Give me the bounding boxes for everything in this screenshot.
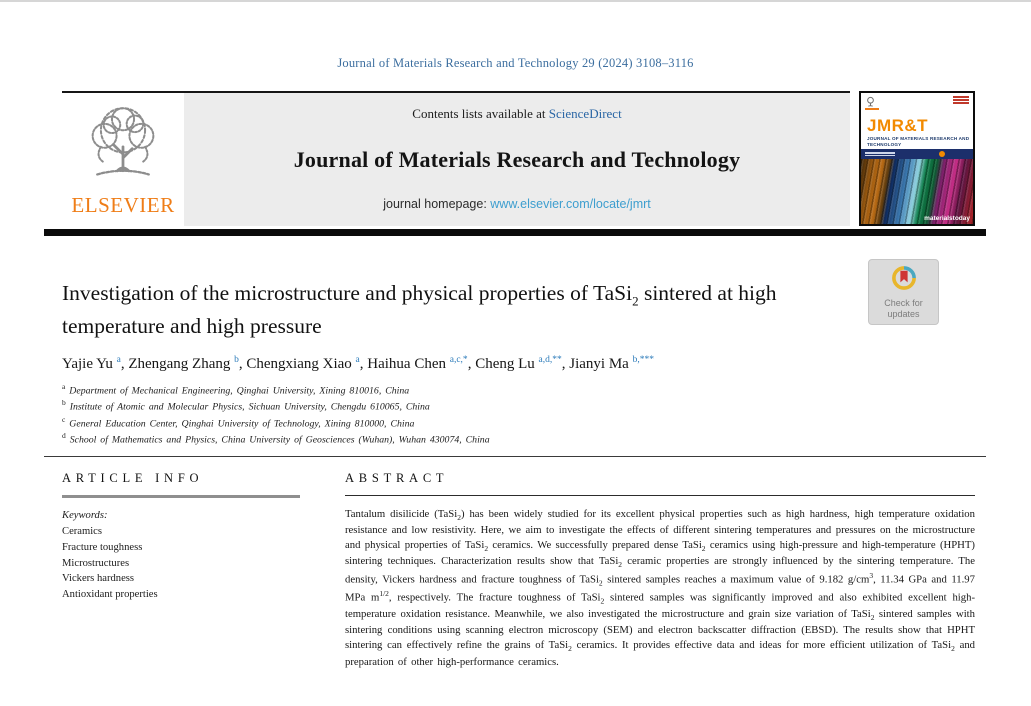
affiliations: a Department of Mechanical Engineering, … bbox=[62, 382, 975, 448]
cover-micrograph-image: materialstoday bbox=[861, 159, 973, 224]
journal-banner-title: Journal of Materials Research and Techno… bbox=[293, 146, 741, 172]
crossmark-label: Check for updates bbox=[884, 298, 923, 319]
journal-banner: ELSEVIER Contents lists available at Sci… bbox=[62, 91, 850, 226]
article-info-column: ARTICLE INFO Keywords: Ceramics Fracture … bbox=[62, 471, 300, 669]
homepage-link[interactable]: www.elsevier.com/locate/jmrt bbox=[490, 197, 651, 211]
cover-issue-info-text bbox=[953, 96, 969, 105]
sciencedirect-link[interactable]: ScienceDirect bbox=[548, 106, 622, 121]
contents-prefix: Contents lists available at bbox=[412, 106, 549, 121]
keywords-list: Ceramics Fracture toughness Microstructure… bbox=[62, 524, 300, 603]
abstract-rule bbox=[345, 494, 975, 496]
cover-mini-elsevier-tree-icon bbox=[865, 95, 876, 113]
affiliation-item: d School of Mathematics and Physics, Chi… bbox=[62, 431, 490, 446]
affiliation-item: b Institute of Atomic and Molecular Phys… bbox=[62, 398, 430, 413]
abstract-column: ABSTRACT Tantalum disilicide (TaSi2) has… bbox=[345, 471, 975, 669]
abstract-body: Tantalum disilicide (TaSi2) has been wid… bbox=[345, 507, 976, 668]
cover-mini-elsevier-wordmark bbox=[865, 108, 879, 110]
elsevier-logo: ELSEVIER bbox=[62, 93, 184, 226]
keyword-item: Fracture toughness bbox=[62, 541, 143, 553]
elsevier-tree-icon bbox=[77, 99, 169, 191]
keywords-block: Keywords: Ceramics Fracture toughness Micr… bbox=[62, 508, 300, 603]
header-divider-bar bbox=[44, 229, 986, 236]
section-divider-rule bbox=[44, 455, 986, 457]
cover-atom-icon bbox=[939, 151, 945, 158]
homepage-prefix: journal homepage: bbox=[383, 197, 491, 211]
abstract-heading: ABSTRACT bbox=[345, 470, 449, 485]
keywords-label: Keywords: bbox=[62, 509, 108, 521]
cover-top-strip bbox=[861, 93, 973, 117]
article-title: Investigation of the microstructure and … bbox=[62, 281, 777, 339]
homepage-line: journal homepage: www.elsevier.com/locat… bbox=[192, 197, 842, 211]
journal-banner-row: ELSEVIER Contents lists available at Sci… bbox=[62, 91, 975, 226]
keyword-item: Microstructures bbox=[62, 557, 130, 569]
keyword-item: Antioxidant properties bbox=[62, 589, 158, 601]
contents-line: Contents lists available at ScienceDirec… bbox=[192, 106, 842, 122]
info-abstract-columns: ARTICLE INFO Keywords: Ceramics Fracture … bbox=[62, 471, 975, 669]
cover-subtitle: JOURNAL OF MATERIALS RESEARCH AND TECHNO… bbox=[867, 136, 970, 147]
elsevier-wordmark: ELSEVIER bbox=[71, 193, 175, 217]
crossmark-badge[interactable]: Check for updates bbox=[868, 259, 939, 325]
cover-masthead: JMR&T bbox=[867, 116, 929, 135]
journal-cover-thumbnail[interactable]: JMR&T JOURNAL OF MATERIALS RESEARCH AND … bbox=[859, 91, 975, 226]
keyword-item: Ceramics bbox=[62, 525, 103, 537]
affiliation-item: a Department of Mechanical Engineering, … bbox=[62, 381, 410, 397]
page-citation: Journal of Materials Research and Techno… bbox=[337, 56, 694, 70]
banner-center: Contents lists available at ScienceDirec… bbox=[184, 93, 850, 226]
affiliation-item: c General Education Center, Qinghai Univ… bbox=[62, 414, 415, 430]
cover-blue-bar bbox=[861, 149, 973, 160]
keyword-item: Vickers hardness bbox=[62, 573, 135, 585]
article-info-rule bbox=[62, 494, 300, 498]
crossmark-icon bbox=[891, 265, 917, 296]
authors-line: Yajie Yu a, Zhengang Zhang b, Chengxiang… bbox=[62, 354, 654, 372]
article-info-heading: ARTICLE INFO bbox=[62, 470, 204, 485]
cover-materialstoday-brand: materialstoday bbox=[924, 215, 970, 222]
cover-bar-text bbox=[865, 152, 895, 157]
